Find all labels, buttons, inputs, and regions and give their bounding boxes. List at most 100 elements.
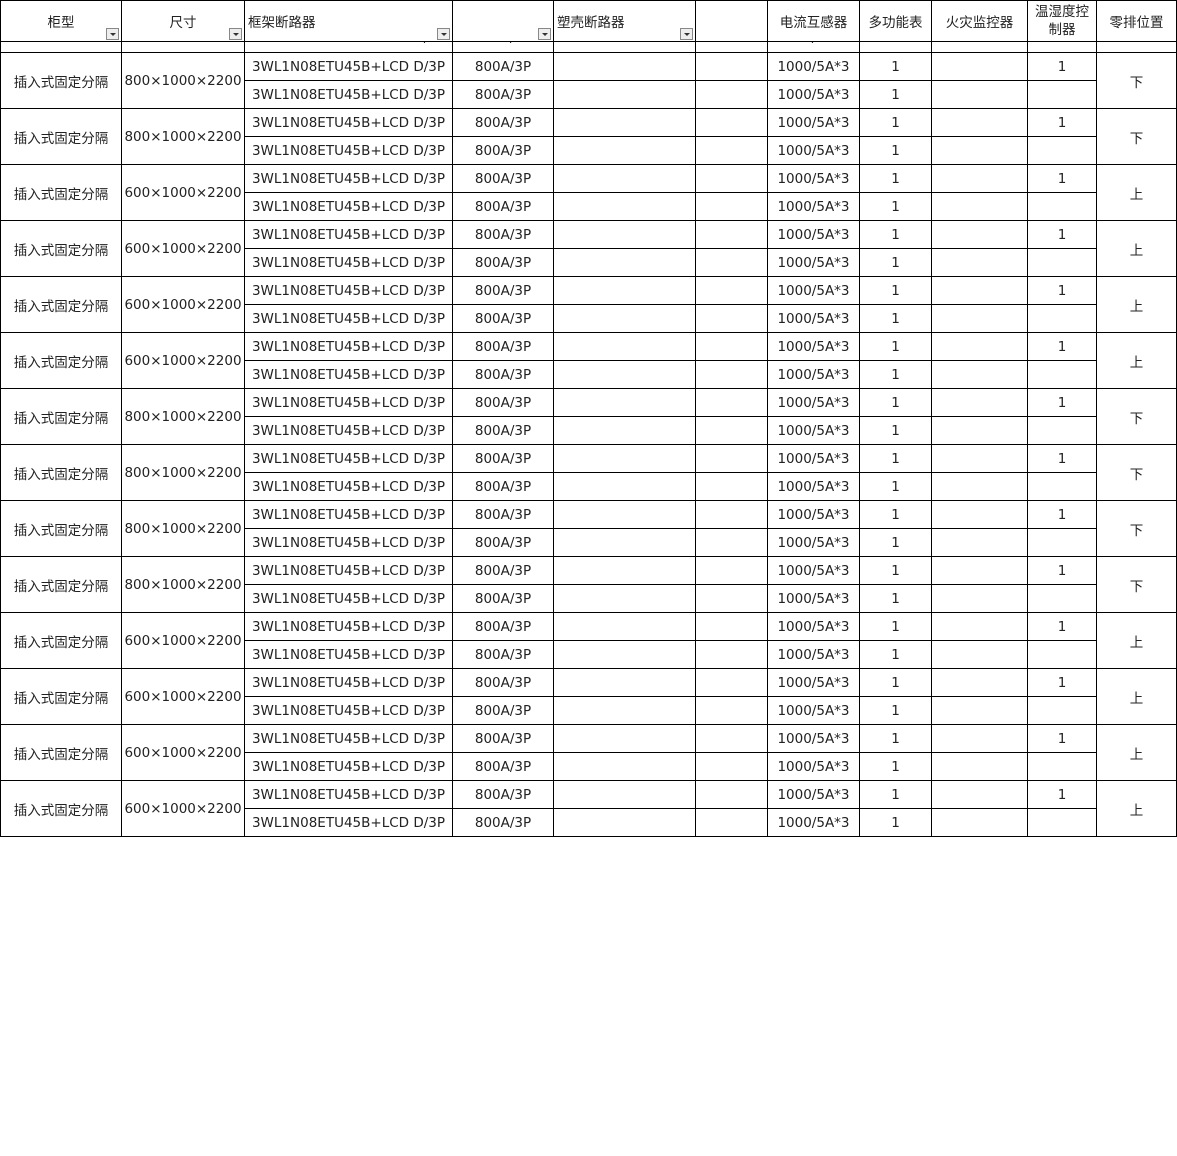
ct-cell[interactable]: 1000/5A*3	[767, 80, 860, 109]
frame-breaker-cell[interactable]: 3WL1N08ETU45B+LCD D/3P	[244, 668, 453, 697]
fire-monitor-cell[interactable]	[931, 276, 1028, 305]
mccb-cell[interactable]	[553, 136, 696, 165]
column-header[interactable]	[695, 0, 768, 42]
humidity-controller-cell[interactable]	[1027, 808, 1097, 837]
rating-cell[interactable]: 800A/3P	[452, 52, 554, 81]
fire-monitor-cell[interactable]	[931, 808, 1028, 837]
humidity-controller-cell[interactable]	[1027, 752, 1097, 781]
mccb-cell[interactable]	[553, 752, 696, 781]
frame-breaker-cell[interactable]: 3WL1N08ETU45B+LCD D/3P	[244, 192, 453, 221]
cell[interactable]	[695, 388, 768, 417]
humidity-controller-cell[interactable]: 1	[1027, 500, 1097, 529]
neutral-position-cell[interactable]: 下	[1096, 52, 1177, 109]
ct-cell[interactable]: 1000/5A*3	[767, 584, 860, 613]
size-cell[interactable]: 600×1000×2200	[121, 724, 245, 781]
ct-cell[interactable]: 1000/5A*3	[767, 696, 860, 725]
rating-cell[interactable]: 800A/3P	[452, 472, 554, 501]
mccb-cell[interactable]	[553, 276, 696, 305]
cell[interactable]	[695, 808, 768, 837]
ct-cell[interactable]: 1000/5A*3	[767, 164, 860, 193]
meter-cell[interactable]: 1	[859, 752, 932, 781]
cabinet-type-cell[interactable]: 插入式固定分隔	[0, 220, 122, 277]
column-header[interactable]: 温湿度控制器	[1027, 0, 1097, 42]
rating-cell[interactable]: 800A/3P	[452, 332, 554, 361]
mccb-cell[interactable]	[553, 388, 696, 417]
humidity-controller-cell[interactable]: 1	[1027, 444, 1097, 473]
cell[interactable]	[695, 41, 768, 53]
humidity-controller-cell[interactable]: 1	[1027, 724, 1097, 753]
humidity-controller-cell[interactable]: 1	[1027, 612, 1097, 641]
meter-cell[interactable]: 1	[859, 696, 932, 725]
neutral-position-cell[interactable]: 上	[1096, 276, 1177, 333]
cell[interactable]	[695, 472, 768, 501]
humidity-controller-cell[interactable]	[1027, 192, 1097, 221]
mccb-cell[interactable]	[553, 584, 696, 613]
cell[interactable]	[121, 41, 245, 53]
cabinet-type-cell[interactable]: 插入式固定分隔	[0, 500, 122, 557]
rating-cell[interactable]: 800A/3P	[452, 416, 554, 445]
fire-monitor-cell[interactable]	[931, 696, 1028, 725]
cell[interactable]	[695, 332, 768, 361]
neutral-position-cell[interactable]: 下	[1096, 500, 1177, 557]
cell[interactable]	[695, 220, 768, 249]
rating-cell[interactable]: 800A/3P	[452, 556, 554, 585]
column-header[interactable]: 零排位置	[1096, 0, 1177, 42]
cabinet-type-cell[interactable]: 插入式固定分隔	[0, 444, 122, 501]
humidity-controller-cell[interactable]	[1027, 584, 1097, 613]
cell[interactable]	[695, 80, 768, 109]
cell[interactable]	[695, 752, 768, 781]
humidity-controller-cell[interactable]	[1027, 304, 1097, 333]
column-header[interactable]	[452, 0, 554, 42]
mccb-cell[interactable]	[553, 556, 696, 585]
mccb-cell[interactable]	[553, 108, 696, 137]
ct-cell[interactable]: 1000/5A*3	[767, 416, 860, 445]
cell[interactable]	[695, 612, 768, 641]
mccb-cell[interactable]	[553, 500, 696, 529]
mccb-cell[interactable]	[553, 780, 696, 809]
mccb-cell[interactable]	[553, 612, 696, 641]
rating-cell[interactable]: 800A/3P	[452, 752, 554, 781]
meter-cell[interactable]: 1	[859, 528, 932, 557]
neutral-position-cell[interactable]: 上	[1096, 332, 1177, 389]
meter-cell[interactable]: 1	[859, 304, 932, 333]
humidity-controller-cell[interactable]	[1027, 360, 1097, 389]
size-cell[interactable]: 600×1000×2200	[121, 612, 245, 669]
cell[interactable]	[695, 248, 768, 277]
fire-monitor-cell[interactable]	[931, 416, 1028, 445]
humidity-controller-cell[interactable]: 1	[1027, 220, 1097, 249]
meter-cell[interactable]: 1	[859, 108, 932, 137]
filter-dropdown-icon[interactable]	[680, 28, 693, 40]
size-cell[interactable]: 800×1000×2200	[121, 500, 245, 557]
humidity-controller-cell[interactable]: 1	[1027, 780, 1097, 809]
fire-monitor-cell[interactable]	[931, 640, 1028, 669]
cell[interactable]	[695, 724, 768, 753]
neutral-position-cell[interactable]: 下	[1096, 444, 1177, 501]
fire-monitor-cell[interactable]	[931, 472, 1028, 501]
rating-cell[interactable]: 800A/3P	[452, 192, 554, 221]
ct-cell[interactable]: 1000/5A*3	[767, 724, 860, 753]
frame-breaker-cell[interactable]: 3WL1N08ETU45B+LCD D/3P	[244, 136, 453, 165]
fire-monitor-cell[interactable]	[931, 304, 1028, 333]
rating-cell[interactable]: 800A/3P	[452, 640, 554, 669]
ct-cell[interactable]: 1000/5A*3	[767, 192, 860, 221]
fire-monitor-cell[interactable]	[931, 192, 1028, 221]
frame-breaker-cell[interactable]: 3WL1N08ETU45B+LCD D/3P	[244, 360, 453, 389]
neutral-position-cell[interactable]: 上	[1096, 164, 1177, 221]
ct-cell[interactable]: 1000/5A*3	[767, 360, 860, 389]
cell[interactable]	[695, 528, 768, 557]
ct-cell[interactable]: 1000/5A*3	[767, 780, 860, 809]
fire-monitor-cell[interactable]	[931, 136, 1028, 165]
cabinet-type-cell[interactable]: 插入式固定分隔	[0, 724, 122, 781]
rating-cell[interactable]: 800A/3P	[452, 80, 554, 109]
frame-breaker-cell[interactable]: 3WL1N08ETU45B+LCD D/3P	[244, 640, 453, 669]
neutral-position-cell[interactable]: 下	[1096, 108, 1177, 165]
meter-cell[interactable]: 1	[859, 500, 932, 529]
frame-breaker-cell[interactable]: 3WL1N08ETU45B+LCD D/3P	[244, 584, 453, 613]
rating-cell[interactable]: 800A/3P	[452, 248, 554, 277]
mccb-cell[interactable]	[553, 80, 696, 109]
frame-breaker-cell[interactable]: 3WL1N08ETU45B+LCD D/3P	[244, 808, 453, 837]
frame-breaker-cell[interactable]: 3WL1N08ETU45B+LCD D/3P	[244, 752, 453, 781]
frame-breaker-cell[interactable]: 3WL1N08ETU45B+LCD D/3P	[244, 444, 453, 473]
cell[interactable]: 3WL1N08ETU45B+LCD D/3P	[244, 41, 453, 53]
humidity-controller-cell[interactable]	[1027, 416, 1097, 445]
